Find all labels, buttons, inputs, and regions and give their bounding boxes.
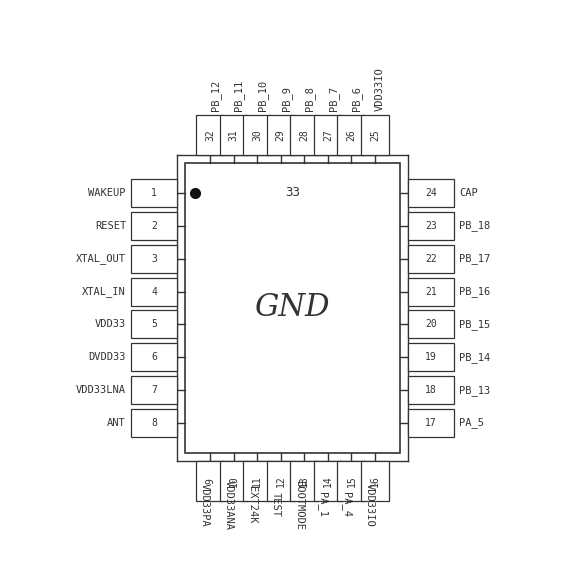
Bar — [131, 212, 177, 240]
Bar — [361, 461, 389, 501]
Bar — [338, 461, 366, 501]
Text: PB_8: PB_8 — [304, 86, 315, 111]
Text: 22: 22 — [425, 254, 437, 264]
Text: 21: 21 — [425, 287, 437, 297]
Text: PB_13: PB_13 — [459, 385, 490, 396]
Bar — [196, 115, 224, 155]
Text: 2: 2 — [151, 221, 157, 231]
Bar — [131, 376, 177, 404]
Bar — [131, 310, 177, 338]
Bar — [408, 310, 454, 338]
Bar — [338, 115, 366, 155]
Text: PB_7: PB_7 — [328, 86, 339, 111]
Bar — [131, 179, 177, 207]
Text: PB_16: PB_16 — [459, 286, 490, 297]
Text: 24: 24 — [425, 188, 437, 198]
Text: PB_17: PB_17 — [459, 253, 490, 264]
Text: ANT: ANT — [107, 418, 126, 428]
Text: DVDD33: DVDD33 — [88, 352, 126, 362]
Text: CAP: CAP — [459, 188, 478, 198]
Text: 8: 8 — [151, 418, 157, 428]
Text: 30: 30 — [252, 129, 262, 141]
Text: EXT24K: EXT24K — [247, 486, 257, 524]
Bar — [131, 245, 177, 273]
Text: WAKEUP: WAKEUP — [88, 188, 126, 198]
Text: 7: 7 — [151, 385, 157, 395]
Text: 6: 6 — [151, 352, 157, 362]
Text: 17: 17 — [425, 418, 437, 428]
Bar — [408, 376, 454, 404]
Bar — [131, 278, 177, 305]
Text: VDD33PA: VDD33PA — [200, 483, 210, 527]
Text: PB_10: PB_10 — [257, 80, 268, 111]
Text: TEST: TEST — [271, 493, 281, 518]
Bar — [131, 409, 177, 437]
Text: VDD33: VDD33 — [95, 319, 126, 329]
Text: 20: 20 — [425, 319, 437, 329]
Bar — [408, 245, 454, 273]
Bar — [131, 343, 177, 371]
Text: PA_4: PA_4 — [340, 493, 352, 518]
Bar — [196, 461, 224, 501]
Text: PA_1: PA_1 — [317, 493, 328, 518]
Text: PB_18: PB_18 — [459, 220, 490, 231]
Text: 26: 26 — [346, 129, 356, 141]
Bar — [185, 163, 400, 453]
Text: PB_14: PB_14 — [459, 352, 490, 363]
Text: XTAL_IN: XTAL_IN — [82, 286, 126, 297]
Text: RESET: RESET — [95, 221, 126, 231]
Text: 9: 9 — [205, 478, 215, 484]
Text: 5: 5 — [151, 319, 157, 329]
Text: 31: 31 — [229, 129, 239, 141]
Bar — [267, 461, 295, 501]
Bar — [408, 278, 454, 305]
Text: VDD33ANA: VDD33ANA — [224, 480, 234, 530]
Text: 29: 29 — [276, 129, 286, 141]
Text: PB_12: PB_12 — [210, 80, 221, 111]
Text: BOOTMODE: BOOTMODE — [294, 480, 304, 530]
Bar — [408, 212, 454, 240]
Text: 15: 15 — [346, 475, 356, 487]
Text: PB_9: PB_9 — [281, 86, 292, 111]
Text: 12: 12 — [276, 475, 286, 487]
Text: 33: 33 — [285, 187, 300, 199]
Text: PB_11: PB_11 — [234, 80, 244, 111]
Text: 14: 14 — [323, 475, 333, 487]
Bar — [408, 343, 454, 371]
Text: PB_15: PB_15 — [459, 319, 490, 330]
Text: 32: 32 — [205, 129, 215, 141]
Bar — [290, 115, 318, 155]
Bar — [220, 115, 247, 155]
Bar — [267, 115, 295, 155]
Text: 10: 10 — [229, 475, 239, 487]
Text: VDD33IO: VDD33IO — [365, 483, 375, 527]
Text: VDD33LNA: VDD33LNA — [76, 385, 126, 395]
Text: GND: GND — [255, 293, 331, 324]
Text: 18: 18 — [425, 385, 437, 395]
Text: 28: 28 — [299, 129, 309, 141]
Text: PB_6: PB_6 — [352, 86, 362, 111]
Bar — [314, 115, 342, 155]
Text: 25: 25 — [370, 129, 380, 141]
Bar — [243, 461, 271, 501]
Bar — [314, 461, 342, 501]
Bar — [220, 461, 247, 501]
Text: 13: 13 — [299, 475, 309, 487]
Text: 1: 1 — [151, 188, 157, 198]
Text: 3: 3 — [151, 254, 157, 264]
Text: 23: 23 — [425, 221, 437, 231]
Text: 19: 19 — [425, 352, 437, 362]
Text: 11: 11 — [252, 475, 262, 487]
Bar — [408, 409, 454, 437]
Text: 16: 16 — [370, 475, 380, 487]
Bar — [290, 461, 318, 501]
Bar — [408, 179, 454, 207]
Text: PA_5: PA_5 — [459, 417, 484, 429]
Text: VDD33IO: VDD33IO — [375, 67, 385, 111]
Text: XTAL_OUT: XTAL_OUT — [76, 253, 126, 264]
Bar — [361, 115, 389, 155]
Text: 4: 4 — [151, 287, 157, 297]
Bar — [243, 115, 271, 155]
Text: 27: 27 — [323, 129, 333, 141]
